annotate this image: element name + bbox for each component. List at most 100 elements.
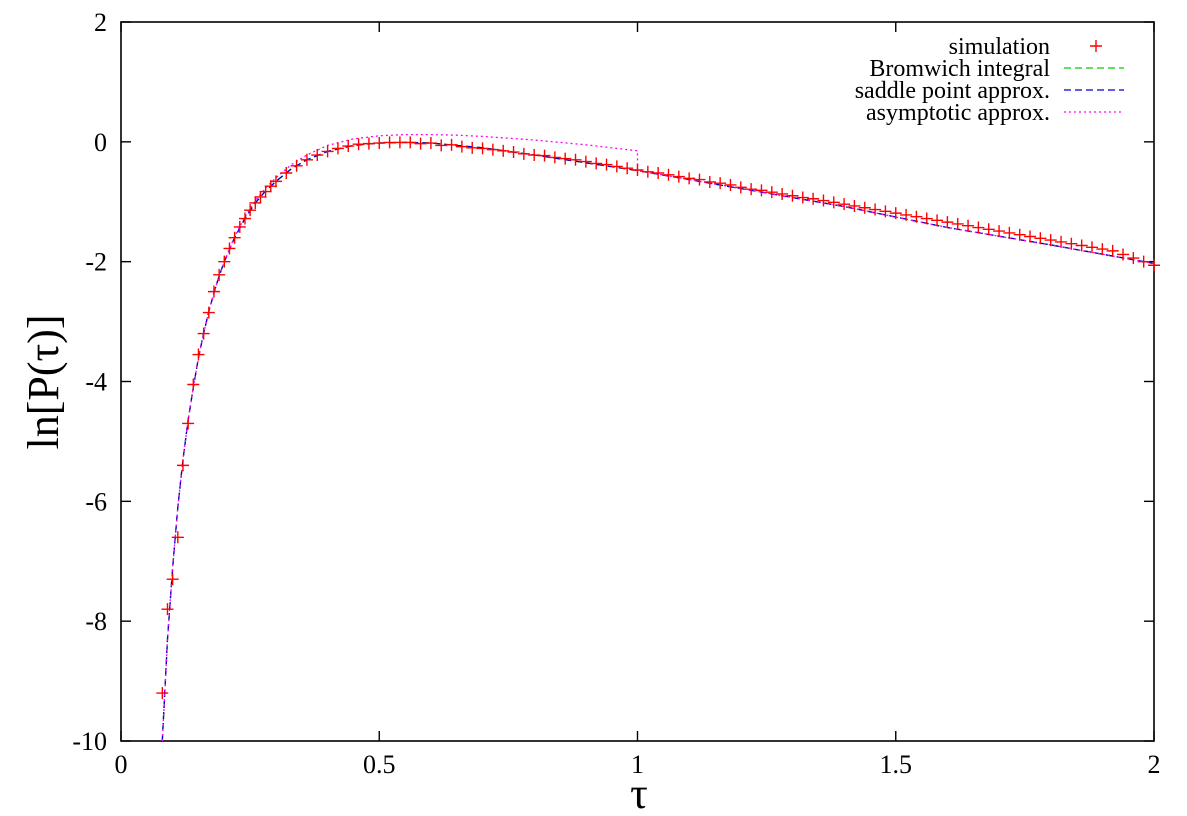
simulation-point (858, 201, 871, 214)
simulation-point (683, 172, 696, 185)
simulation-point (993, 225, 1006, 238)
plot-frame (120, 21, 1155, 742)
simulation-point (931, 214, 944, 227)
simulation-point (244, 204, 257, 217)
simulation-point (238, 212, 251, 225)
series-simulation (156, 136, 1160, 700)
simulation-point (755, 184, 768, 197)
simulation-point (228, 231, 241, 244)
simulation-point (641, 165, 654, 178)
simulation-point (161, 603, 174, 616)
simulation-point (652, 166, 665, 179)
simulation-point (280, 166, 293, 179)
simulation-point (807, 192, 820, 205)
simulation-point (1055, 235, 1068, 248)
simulation-point (166, 573, 179, 586)
simulation-point (548, 151, 561, 164)
simulation-point (672, 170, 685, 183)
simulation-point (538, 149, 551, 162)
simulation-point (693, 173, 706, 186)
simulation-point (920, 212, 933, 225)
simulation-point (331, 142, 344, 155)
simulation-point (631, 163, 644, 176)
y-tick-label: -10 (72, 727, 107, 756)
simulation-point (517, 147, 530, 160)
series-line-asymptotic-approx (161, 133, 1155, 742)
simulation-point (590, 157, 603, 170)
simulation-point (176, 459, 189, 472)
y-tick-label: -6 (85, 487, 107, 516)
simulation-point (838, 198, 851, 211)
simulation-point (207, 285, 220, 298)
simulation-point (1003, 226, 1016, 239)
axis-tick-labels: 0 0.5 1 1.5 2 2 0 -2 -4 -6 -8 -10 (72, 8, 1160, 779)
simulation-point (223, 242, 236, 255)
simulation-point (486, 143, 499, 156)
y-tick-label: 0 (94, 128, 107, 157)
simulation-point (1024, 230, 1037, 243)
simulation-point (1137, 255, 1150, 268)
simulation-point (1034, 232, 1047, 245)
x-tick-label: 0.5 (363, 750, 396, 779)
simulation-point (734, 181, 747, 194)
x-axis-label: τ (630, 769, 648, 816)
simulation-point (182, 417, 195, 430)
simulation-point (445, 138, 458, 151)
simulation-point (455, 140, 468, 153)
simulation-point (373, 137, 386, 150)
legend-label: asymptotic approx. (866, 100, 1050, 126)
simulation-point (300, 153, 313, 166)
simulation-point (703, 175, 716, 188)
simulation-point (610, 160, 623, 173)
simulation-point (848, 199, 861, 212)
x-tick-label: 0 (115, 750, 128, 779)
simulation-point (383, 136, 396, 149)
simulation-point (827, 196, 840, 209)
simulation-point (1044, 234, 1057, 247)
simulation-point (259, 185, 272, 198)
simulation-point (187, 378, 200, 391)
simulation-point (202, 306, 215, 319)
simulation-point (745, 183, 758, 196)
simulation-point (1106, 244, 1119, 257)
simulation-point (393, 136, 406, 149)
y-tick-label: 2 (94, 8, 107, 37)
simulation-point (342, 140, 355, 153)
simulation-point (662, 168, 675, 181)
simulation-point (889, 207, 902, 220)
simulation-point (1148, 259, 1160, 272)
simulation-point (724, 178, 737, 191)
simulation-point (879, 205, 892, 218)
simulation-point (156, 687, 169, 700)
simulation-point (497, 144, 510, 157)
simulation-point (507, 146, 520, 159)
simulation-point (1096, 243, 1109, 256)
simulation-point (982, 223, 995, 236)
simulation-point (900, 208, 913, 221)
legend-swatch-marker (1090, 40, 1102, 52)
simulation-point (1117, 248, 1130, 261)
simulation-point (600, 158, 613, 171)
simulation-point (579, 155, 592, 168)
simulation-point (951, 217, 964, 230)
simulation-point (192, 348, 205, 361)
simulation-point (311, 149, 324, 162)
simulation-point (254, 190, 267, 203)
simulation-point (714, 177, 727, 190)
series-layer (156, 133, 1160, 742)
simulation-point (476, 142, 489, 155)
y-tick-label: -2 (85, 248, 107, 277)
simulation-point (962, 219, 975, 232)
simulation-point (414, 137, 427, 150)
simulation-point (424, 137, 437, 150)
axis-ticks (120, 21, 1155, 742)
simulation-point (404, 136, 417, 149)
x-tick-label: 1.5 (880, 750, 913, 779)
legend-label: Bromwich integral (869, 56, 1050, 82)
simulation-point (352, 138, 365, 151)
series-line-saddle-point-approx (161, 141, 1155, 742)
simulation-point (213, 268, 226, 281)
simulation-point (233, 220, 246, 233)
